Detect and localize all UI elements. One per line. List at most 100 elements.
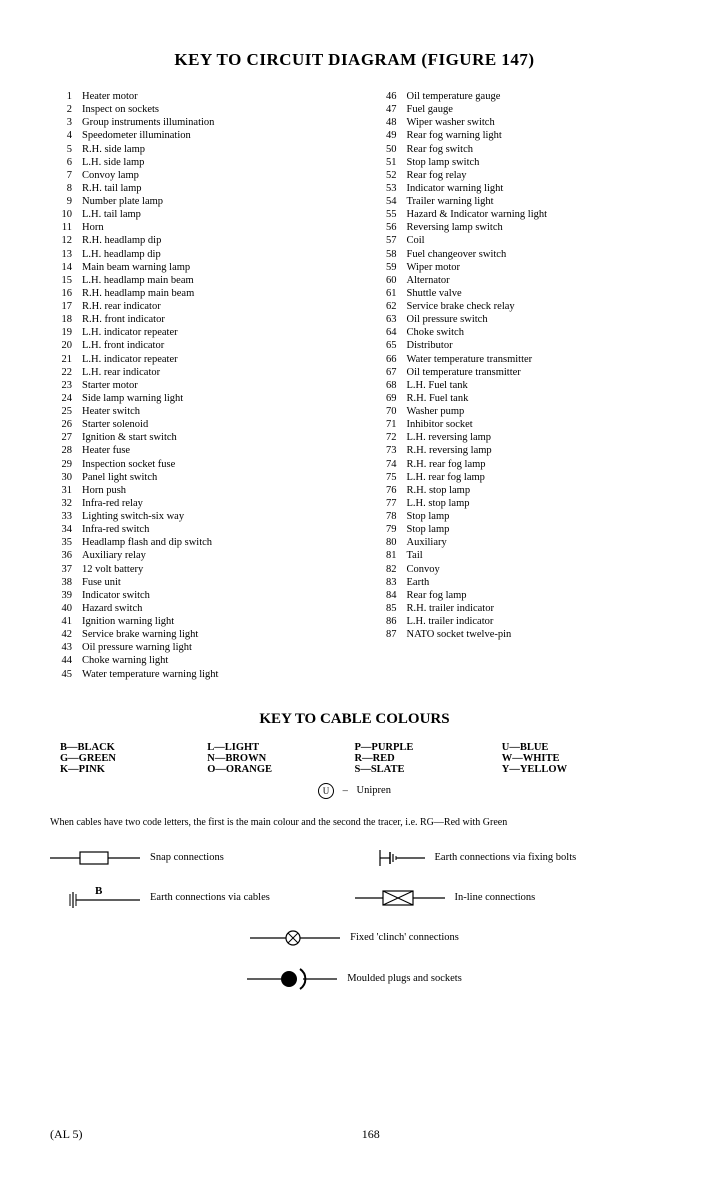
page-title: KEY TO CIRCUIT DIAGRAM (FIGURE 147) bbox=[50, 50, 659, 70]
colour-code: W—WHITE bbox=[502, 753, 649, 764]
list-item: 84Rear fog lamp bbox=[375, 589, 660, 602]
item-number: 74 bbox=[375, 458, 407, 471]
item-label: Hazard switch bbox=[82, 602, 335, 615]
list-item: 31Horn push bbox=[50, 484, 335, 497]
item-label: Heater fuse bbox=[82, 444, 335, 457]
item-label: Ignition warning light bbox=[82, 615, 335, 628]
item-number: 68 bbox=[375, 379, 407, 392]
list-item: 13L.H. headlamp dip bbox=[50, 248, 335, 261]
snap-label: Snap connections bbox=[150, 852, 224, 863]
list-item: 70Washer pump bbox=[375, 405, 660, 418]
item-number: 84 bbox=[375, 589, 407, 602]
list-item: 29Inspection socket fuse bbox=[50, 458, 335, 471]
item-number: 87 bbox=[375, 628, 407, 641]
page-number: 168 bbox=[50, 1127, 659, 1142]
item-number: 41 bbox=[50, 615, 82, 628]
list-item: 39Indicator switch bbox=[50, 589, 335, 602]
list-item: 72L.H. reversing lamp bbox=[375, 431, 660, 444]
item-number: 71 bbox=[375, 418, 407, 431]
item-label: L.H. reversing lamp bbox=[407, 431, 660, 444]
item-number: 80 bbox=[375, 536, 407, 549]
list-item: 27Ignition & start switch bbox=[50, 431, 335, 444]
list-item: 67Oil temperature transmitter bbox=[375, 366, 660, 379]
list-item: 55Hazard & Indicator warning light bbox=[375, 208, 660, 221]
colour-code: B—BLACK bbox=[60, 742, 207, 753]
list-item: 68L.H. Fuel tank bbox=[375, 379, 660, 392]
item-label: Rear fog lamp bbox=[407, 589, 660, 602]
item-number: 38 bbox=[50, 576, 82, 589]
item-number: 16 bbox=[50, 287, 82, 300]
item-label: Rear fog warning light bbox=[407, 129, 660, 142]
item-label: L.H. indicator repeater bbox=[82, 326, 335, 339]
item-label: Starter solenoid bbox=[82, 418, 335, 431]
colour-code: N—BROWN bbox=[207, 753, 354, 764]
item-label: Hazard & Indicator warning light bbox=[407, 208, 660, 221]
item-label: Infra-red relay bbox=[82, 497, 335, 510]
item-label: Inspection socket fuse bbox=[82, 458, 335, 471]
item-number: 23 bbox=[50, 379, 82, 392]
key-list: 1Heater motor2Inspect on sockets3Group i… bbox=[50, 90, 659, 681]
item-label: Stop lamp bbox=[407, 523, 660, 536]
item-label: Stop lamp switch bbox=[407, 156, 660, 169]
item-number: 12 bbox=[50, 234, 82, 247]
item-label: L.H. headlamp main beam bbox=[82, 274, 335, 287]
item-number: 2 bbox=[50, 103, 82, 116]
list-item: 48Wiper washer switch bbox=[375, 116, 660, 129]
list-item: 50Rear fog switch bbox=[375, 143, 660, 156]
item-number: 25 bbox=[50, 405, 82, 418]
list-item: 69R.H. Fuel tank bbox=[375, 392, 660, 405]
item-label: Speedometer illumination bbox=[82, 129, 335, 142]
list-item: 66Water temperature transmitter bbox=[375, 353, 660, 366]
item-number: 13 bbox=[50, 248, 82, 261]
list-item: 77L.H. stop lamp bbox=[375, 497, 660, 510]
item-label: Service brake warning light bbox=[82, 628, 335, 641]
item-number: 63 bbox=[375, 313, 407, 326]
item-label: Shuttle valve bbox=[407, 287, 660, 300]
list-item: 17R.H. rear indicator bbox=[50, 300, 335, 313]
item-label: Distributor bbox=[407, 339, 660, 352]
item-label: Stop lamp bbox=[407, 510, 660, 523]
list-item: 34Infra-red switch bbox=[50, 523, 335, 536]
colour-col-4: U—BLUE W—WHITE Y—YELLOW bbox=[502, 742, 649, 775]
item-label: L.H. Fuel tank bbox=[407, 379, 660, 392]
tracer-note: When cables have two code letters, the f… bbox=[50, 817, 659, 828]
item-label: Main beam warning lamp bbox=[82, 261, 335, 274]
cable-colours-title: KEY TO CABLE COLOURS bbox=[50, 711, 659, 728]
colour-codes: B—BLACK G—GREEN K—PINK L—LIGHT N—BROWN O… bbox=[50, 742, 659, 775]
item-number: 21 bbox=[50, 353, 82, 366]
list-item: 61Shuttle valve bbox=[375, 287, 660, 300]
list-item: 35Headlamp flash and dip switch bbox=[50, 536, 335, 549]
list-item: 32Infra-red relay bbox=[50, 497, 335, 510]
list-item: 53Indicator warning light bbox=[375, 182, 660, 195]
colour-code: U—BLUE bbox=[502, 742, 649, 753]
item-label: Earth bbox=[407, 576, 660, 589]
item-label: Lighting switch-six way bbox=[82, 510, 335, 523]
list-item: 52Rear fog relay bbox=[375, 169, 660, 182]
item-number: 77 bbox=[375, 497, 407, 510]
item-number: 73 bbox=[375, 444, 407, 457]
item-label: Wiper motor bbox=[407, 261, 660, 274]
item-label: L.H. tail lamp bbox=[82, 208, 335, 221]
item-label: L.H. front indicator bbox=[82, 339, 335, 352]
item-number: 70 bbox=[375, 405, 407, 418]
list-item: 16R.H. headlamp main beam bbox=[50, 287, 335, 300]
item-number: 53 bbox=[375, 182, 407, 195]
earth-cables-label: Earth connections via cables bbox=[150, 892, 270, 903]
list-item: 42Service brake warning light bbox=[50, 628, 335, 641]
item-label: Number plate lamp bbox=[82, 195, 335, 208]
list-item: 12R.H. headlamp dip bbox=[50, 234, 335, 247]
list-item: 79Stop lamp bbox=[375, 523, 660, 536]
snap-connection-icon bbox=[50, 848, 140, 868]
item-label: Fuel gauge bbox=[407, 103, 660, 116]
item-number: 1 bbox=[50, 90, 82, 103]
list-item: 6L.H. side lamp bbox=[50, 156, 335, 169]
item-number: 72 bbox=[375, 431, 407, 444]
item-label: Coil bbox=[407, 234, 660, 247]
item-number: 66 bbox=[375, 353, 407, 366]
item-number: 42 bbox=[50, 628, 82, 641]
list-item: 57Coil bbox=[375, 234, 660, 247]
item-number: 64 bbox=[375, 326, 407, 339]
list-item: 58Fuel changeover switch bbox=[375, 248, 660, 261]
item-number: 54 bbox=[375, 195, 407, 208]
item-label: Trailer warning light bbox=[407, 195, 660, 208]
